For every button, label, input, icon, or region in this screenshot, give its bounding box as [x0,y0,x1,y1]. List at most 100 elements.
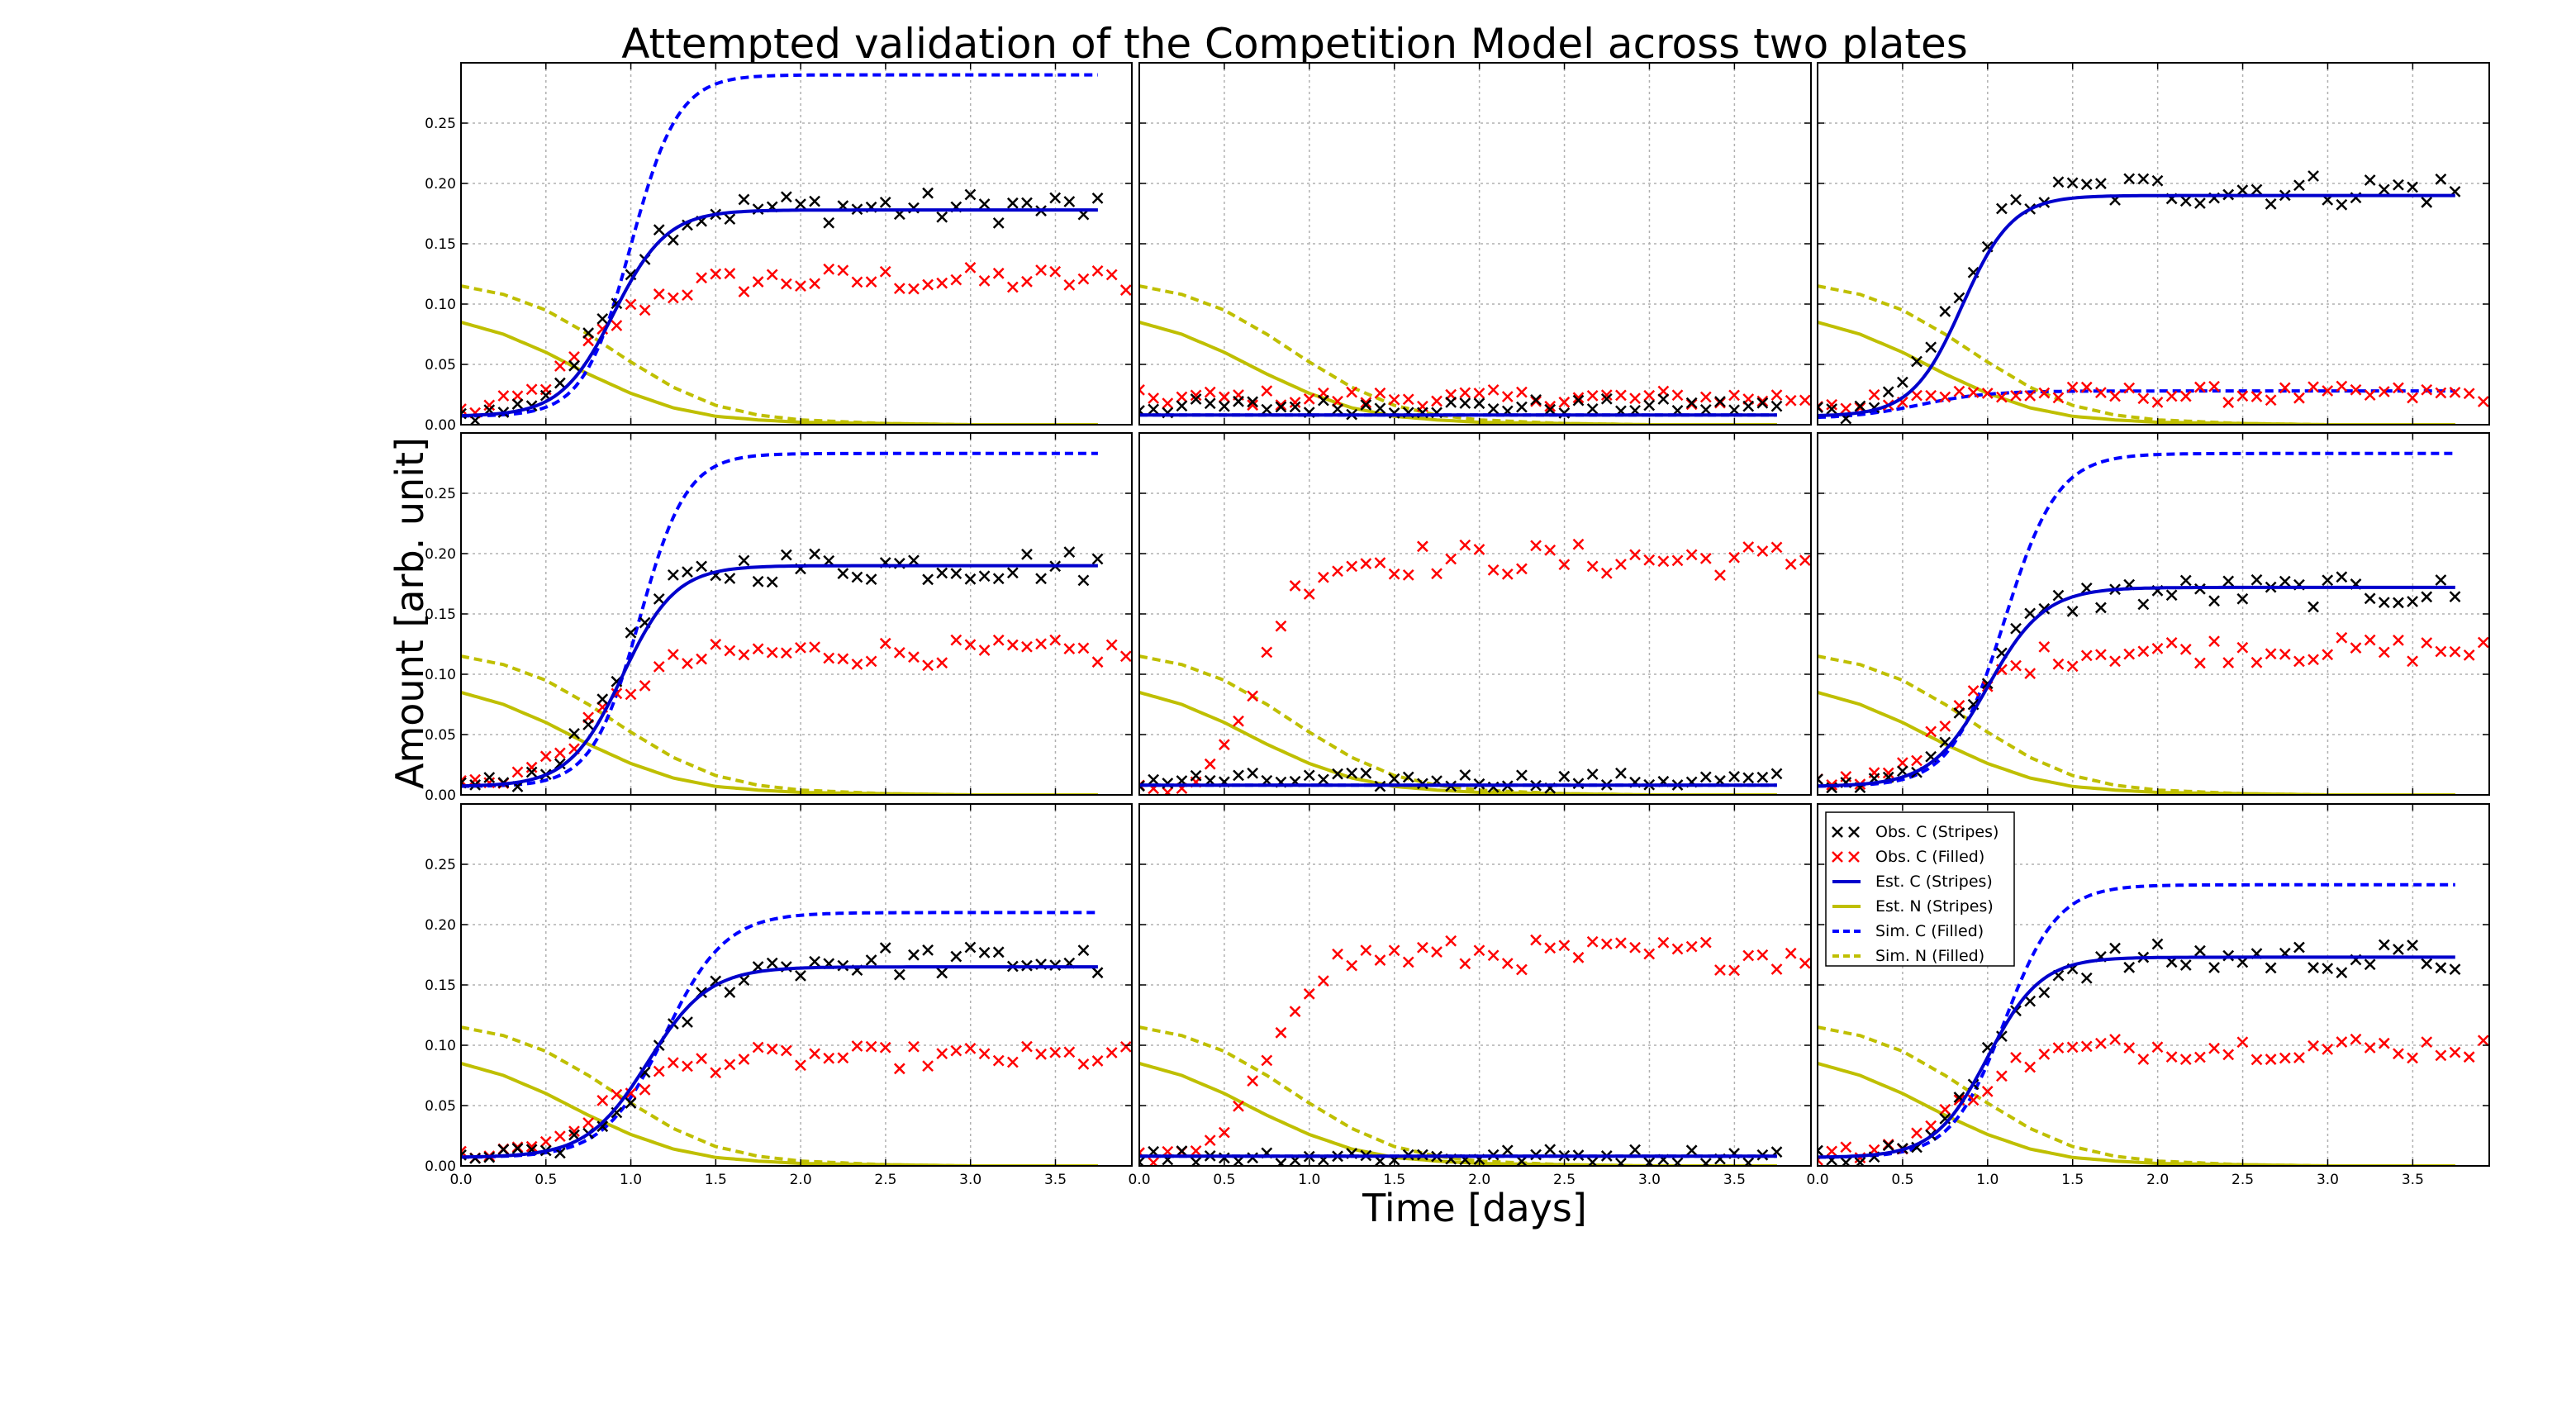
obs-c-stripes-point [922,944,934,956]
obs-c-stripes-point [1275,1158,1287,1166]
legend-label: Est. N (Stripes) [1875,897,1994,916]
obs-c-filled-point [2336,1036,2348,1048]
obs-c-filled-point [893,1063,905,1075]
obs-c-filled-point [2165,390,2178,402]
obs-c-filled-point [1911,754,1922,767]
legend-entry-obs_c_filled: Obs. C (Filled) [1832,848,1984,866]
obs-c-filled-point [2236,641,2249,654]
obs-c-filled-point [1091,264,1104,277]
obs-c-stripes-point [1911,355,1922,368]
obs-c-filled-point [596,1094,609,1106]
x-tick-label: 3.0 [1638,1172,1661,1188]
sim-n-line [461,284,1098,425]
obs-c-filled-point [1289,580,1301,592]
obs-c-stripes-point [1896,376,1908,388]
obs-c-stripes-point [2250,573,2263,586]
obs-c-stripes-point [809,548,820,560]
obs-c-filled-point [1204,1134,1216,1147]
obs-c-filled-point [908,283,920,295]
obs-c-filled-point [809,1048,820,1060]
obs-c-stripes-point [2024,607,2037,620]
x-tick-label: 1.0 [1298,1172,1320,1188]
plot-area [1139,538,1811,795]
obs-c-stripes-point [837,568,849,579]
obs-c-filled-point [1501,391,1514,402]
obs-c-filled-point [1035,264,1047,276]
obs-c-filled-point [1530,934,1542,946]
panel-r2c1: 0.00 0.05 0.10 0.15 0.20 0.25 [425,432,1133,804]
legend-entry-sim_n: Sim. N (Filled) [1832,947,1984,965]
obs-c-stripes-point [2336,571,2348,583]
y-tick-label: 0.20 [425,176,456,193]
obs-c-filled-point [2393,382,2404,394]
obs-c-filled-point [1049,634,1062,646]
obs-c-filled-point [461,403,467,415]
obs-c-filled-point [653,660,665,673]
obs-c-stripes-point [2137,598,2150,611]
obs-c-filled-point [738,1054,750,1065]
obs-c-filled-point [2421,1036,2433,1048]
obs-c-stripes-point [1882,1139,1894,1152]
obs-c-stripes-point [879,197,891,208]
obs-c-stripes-point [2364,174,2376,186]
obs-c-filled-point [1275,620,1287,632]
obs-c-stripes-point [1445,397,1457,408]
obs-c-stripes-point [582,719,594,730]
obs-c-filled-point [1105,639,1118,651]
obs-c-filled-point [1742,949,1755,962]
obs-c-stripes-point [1261,403,1273,416]
obs-c-filled-point [1629,941,1641,954]
obs-c-filled-point [1558,559,1571,571]
sim-c-line [461,911,1098,1159]
obs-c-filled-point [1077,273,1090,285]
legend-entry-est_n: Est. N (Stripes) [1832,897,1994,916]
obs-c-filled-point [2378,1037,2390,1049]
sim-c-line [1818,882,2455,1159]
obs-c-stripes-point [1218,400,1230,412]
obs-c-stripes-point [596,312,609,325]
obs-c-stripes-point [1685,397,1698,409]
obs-c-stripes-point [865,573,877,585]
obs-c-stripes-point [1006,567,1019,579]
obs-c-filled-point [1318,975,1329,987]
obs-c-stripes-point [2293,179,2305,192]
obs-c-filled-point [2066,1041,2079,1054]
obs-c-stripes-point [469,414,482,425]
x-tick-label: 2.5 [1553,1172,1576,1188]
obs-c-filled-point [2293,1052,2305,1063]
obs-c-stripes-point [511,1143,524,1154]
obs-c-filled-point [2322,649,2334,661]
y-tick-label: 0.25 [425,116,456,132]
obs-c-filled-point [1459,539,1471,551]
obs-c-filled-point [1218,739,1230,751]
obs-c-stripes-point [682,566,693,578]
panel-r3c1: 0.00 0.05 0.10 0.15 0.20 0.25 0.0 0.5 1.0 1.5 2.0 2… [425,803,1133,1188]
obs-c-filled-point [1699,936,1712,949]
obs-c-filled-point [1247,399,1259,411]
obs-c-stripes-point [1714,396,1726,407]
obs-c-stripes-point [1629,1144,1641,1156]
obs-c-filled-point [1374,557,1386,569]
sim-n-line [461,654,1098,795]
obs-c-filled-point [2080,649,2093,662]
obs-c-filled-point [1247,690,1259,702]
obs-c-stripes-point [2393,178,2404,191]
legend-label: Sim. C (Filled) [1875,922,1984,940]
obs-c-stripes-point [1318,394,1329,407]
obs-c-filled-point [936,277,948,289]
obs-c-stripes-point [1756,397,1769,409]
obs-c-filled-point [1063,278,1076,291]
obs-c-filled-point [1289,397,1301,408]
obs-c-filled-point [1925,725,1937,738]
obs-c-stripes-point [1699,771,1712,783]
obs-c-filled-point [2123,1042,2136,1054]
obs-c-filled-point [1119,284,1132,296]
obs-c-filled-point [795,641,806,654]
obs-c-filled-point [879,1041,891,1054]
obs-c-stripes-point [2194,944,2206,957]
sim-n-line [1139,284,1777,425]
obs-c-filled-point [2208,635,2220,648]
obs-c-stripes-point [738,554,750,567]
obs-c-stripes-point [1139,780,1145,792]
sim-n-line [1818,284,2455,425]
